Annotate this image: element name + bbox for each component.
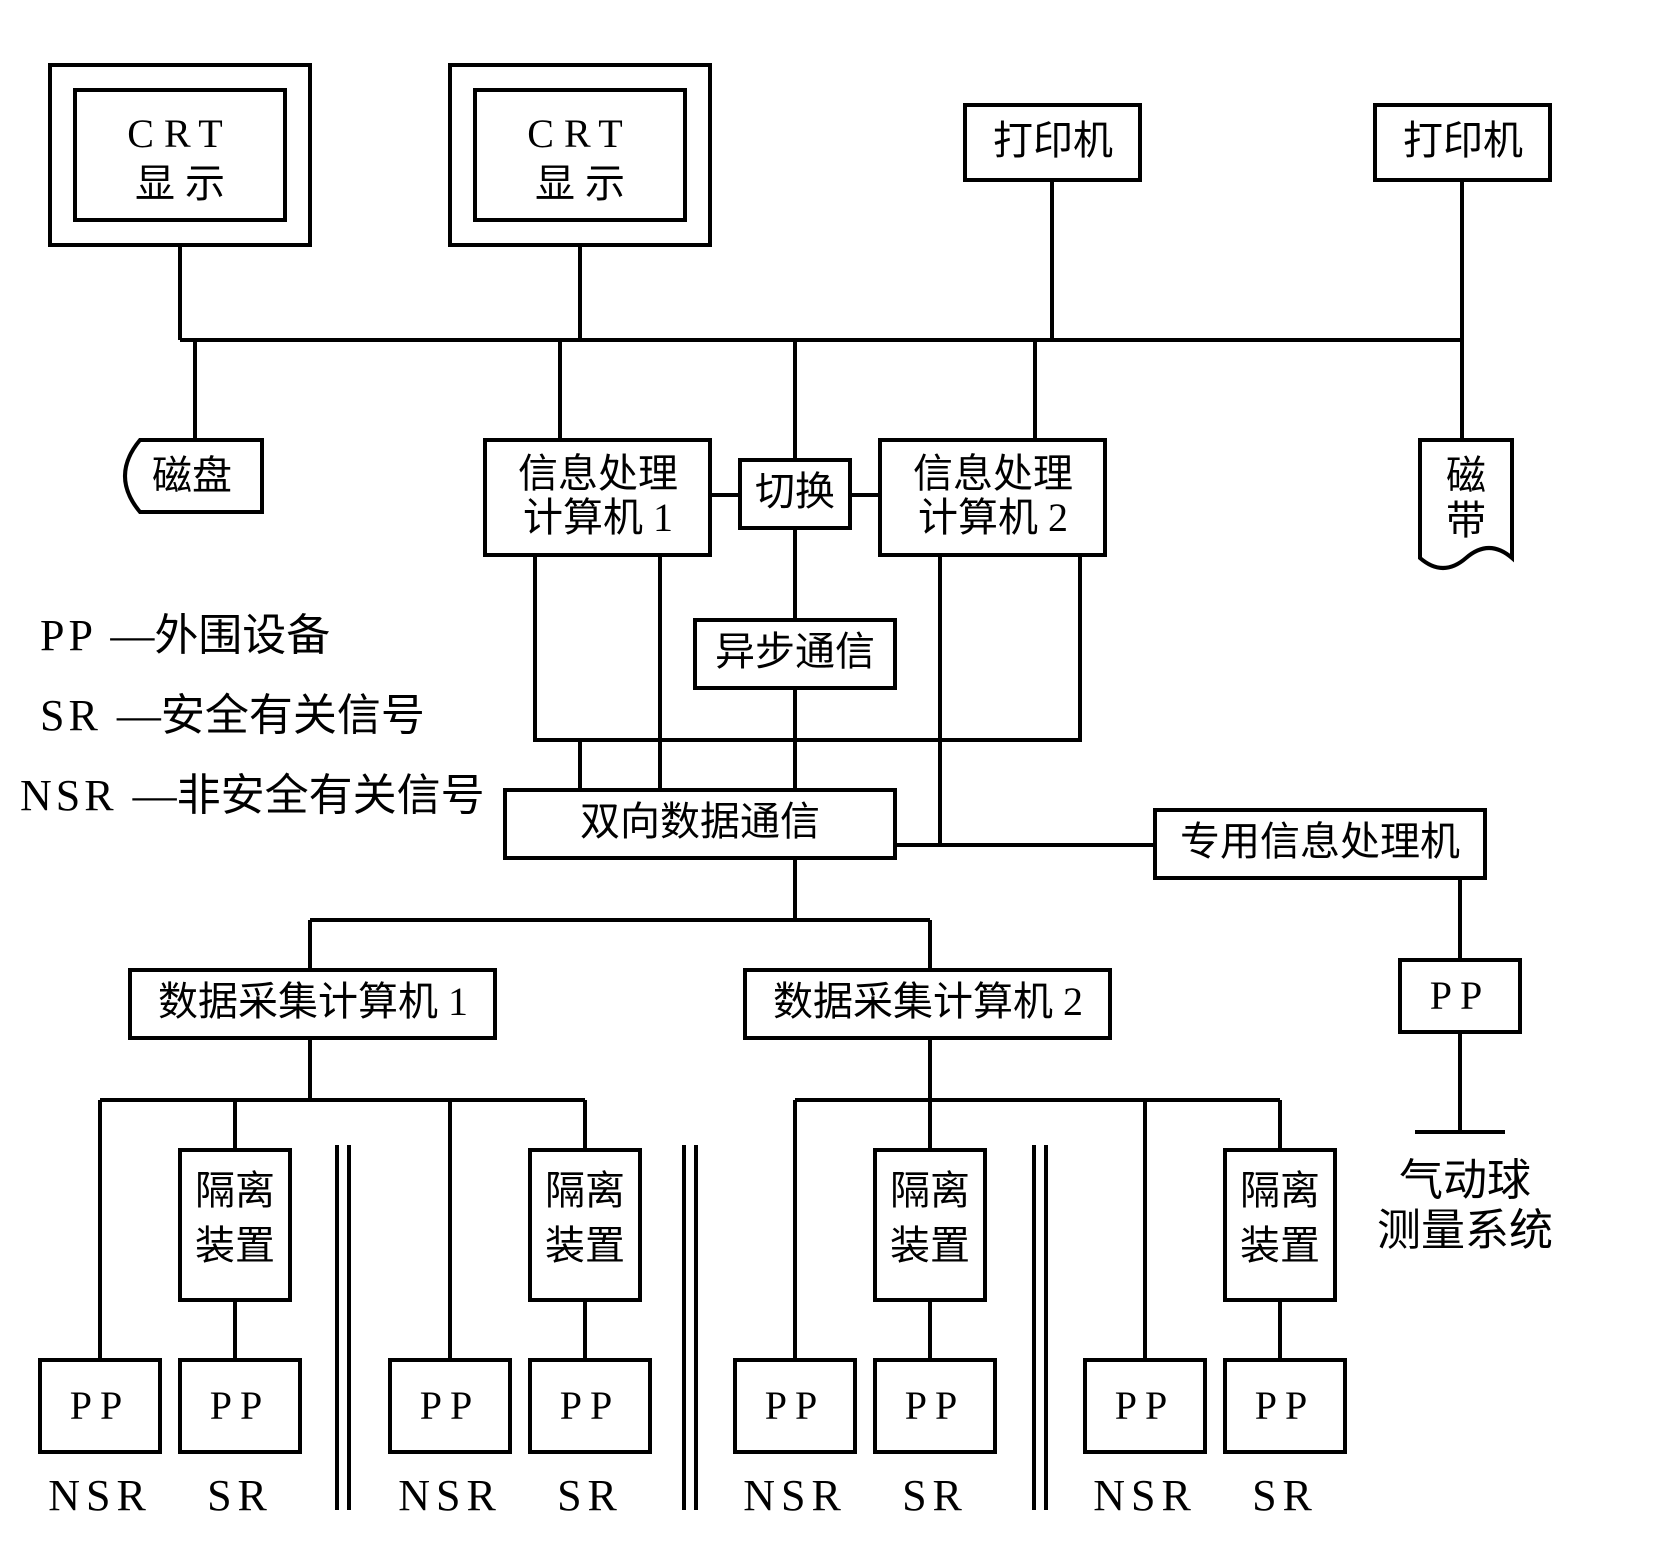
svg-text:双向数据通信: 双向数据通信 — [580, 799, 820, 844]
svg-text:隔离: 隔离 — [890, 1168, 970, 1213]
svg-text:打印机: 打印机 — [1403, 118, 1523, 163]
svg-text:装置: 装置 — [1240, 1223, 1320, 1268]
svg-text:PP: PP — [210, 1383, 271, 1428]
svg-text:切换: 切换 — [755, 469, 835, 514]
svg-text:NSR: NSR — [398, 1471, 502, 1520]
svg-text:计算机 2: 计算机 2 — [918, 495, 1068, 540]
svg-text:SR: SR — [1252, 1471, 1318, 1520]
svg-text:数据采集计算机 1: 数据采集计算机 1 — [158, 979, 468, 1024]
svg-text:PP —外围设备: PP —外围设备 — [40, 611, 330, 660]
svg-text:PP: PP — [420, 1383, 481, 1428]
svg-text:SR —安全有关信号: SR —安全有关信号 — [40, 691, 425, 740]
svg-text:PP: PP — [70, 1383, 131, 1428]
svg-text:打印机: 打印机 — [993, 118, 1113, 163]
svg-text:磁: 磁 — [1446, 453, 1486, 498]
svg-text:信息处理: 信息处理 — [913, 451, 1073, 496]
svg-text:SR: SR — [902, 1471, 968, 1520]
svg-text:异步通信: 异步通信 — [715, 629, 875, 674]
svg-text:PP: PP — [1430, 973, 1491, 1018]
svg-text:隔离: 隔离 — [545, 1168, 625, 1213]
svg-text:测量系统: 测量系统 — [1377, 1206, 1553, 1255]
svg-text:PP: PP — [905, 1383, 966, 1428]
svg-text:装置: 装置 — [890, 1223, 970, 1268]
svg-text:装置: 装置 — [195, 1223, 275, 1268]
svg-text:计算机 1: 计算机 1 — [523, 495, 673, 540]
svg-text:NSR: NSR — [48, 1471, 152, 1520]
svg-text:隔离: 隔离 — [195, 1168, 275, 1213]
svg-text:信息处理: 信息处理 — [518, 451, 678, 496]
svg-text:PP: PP — [560, 1383, 621, 1428]
legend-row: PP —外围设备 — [40, 611, 330, 660]
svg-text:SR: SR — [557, 1471, 623, 1520]
svg-text:带: 带 — [1446, 498, 1486, 543]
svg-text:气动球: 气动球 — [1399, 1156, 1531, 1205]
svg-text:CRT: CRT — [527, 111, 632, 156]
svg-text:隔离: 隔离 — [1240, 1168, 1320, 1213]
svg-text:显 示: 显 示 — [535, 161, 625, 206]
svg-text:NSR —非安全有关信号: NSR —非安全有关信号 — [20, 771, 485, 820]
svg-text:SR: SR — [207, 1471, 273, 1520]
svg-text:显 示: 显 示 — [135, 161, 225, 206]
legend-row: NSR —非安全有关信号 — [20, 771, 485, 820]
svg-text:装置: 装置 — [545, 1223, 625, 1268]
legend-row: SR —安全有关信号 — [40, 691, 425, 740]
system-diagram: CRT显 示CRT显 示打印机打印机磁盘信息处理计算机 1切换信息处理计算机 2… — [0, 0, 1654, 1559]
svg-text:PP: PP — [765, 1383, 826, 1428]
svg-text:NSR: NSR — [1093, 1471, 1197, 1520]
svg-text:PP: PP — [1115, 1383, 1176, 1428]
svg-text:专用信息处理机: 专用信息处理机 — [1180, 819, 1460, 864]
svg-text:磁盘: 磁盘 — [152, 453, 232, 498]
svg-text:PP: PP — [1255, 1383, 1316, 1428]
svg-text:数据采集计算机 2: 数据采集计算机 2 — [773, 979, 1083, 1024]
svg-text:CRT: CRT — [127, 111, 232, 156]
svg-text:NSR: NSR — [743, 1471, 847, 1520]
